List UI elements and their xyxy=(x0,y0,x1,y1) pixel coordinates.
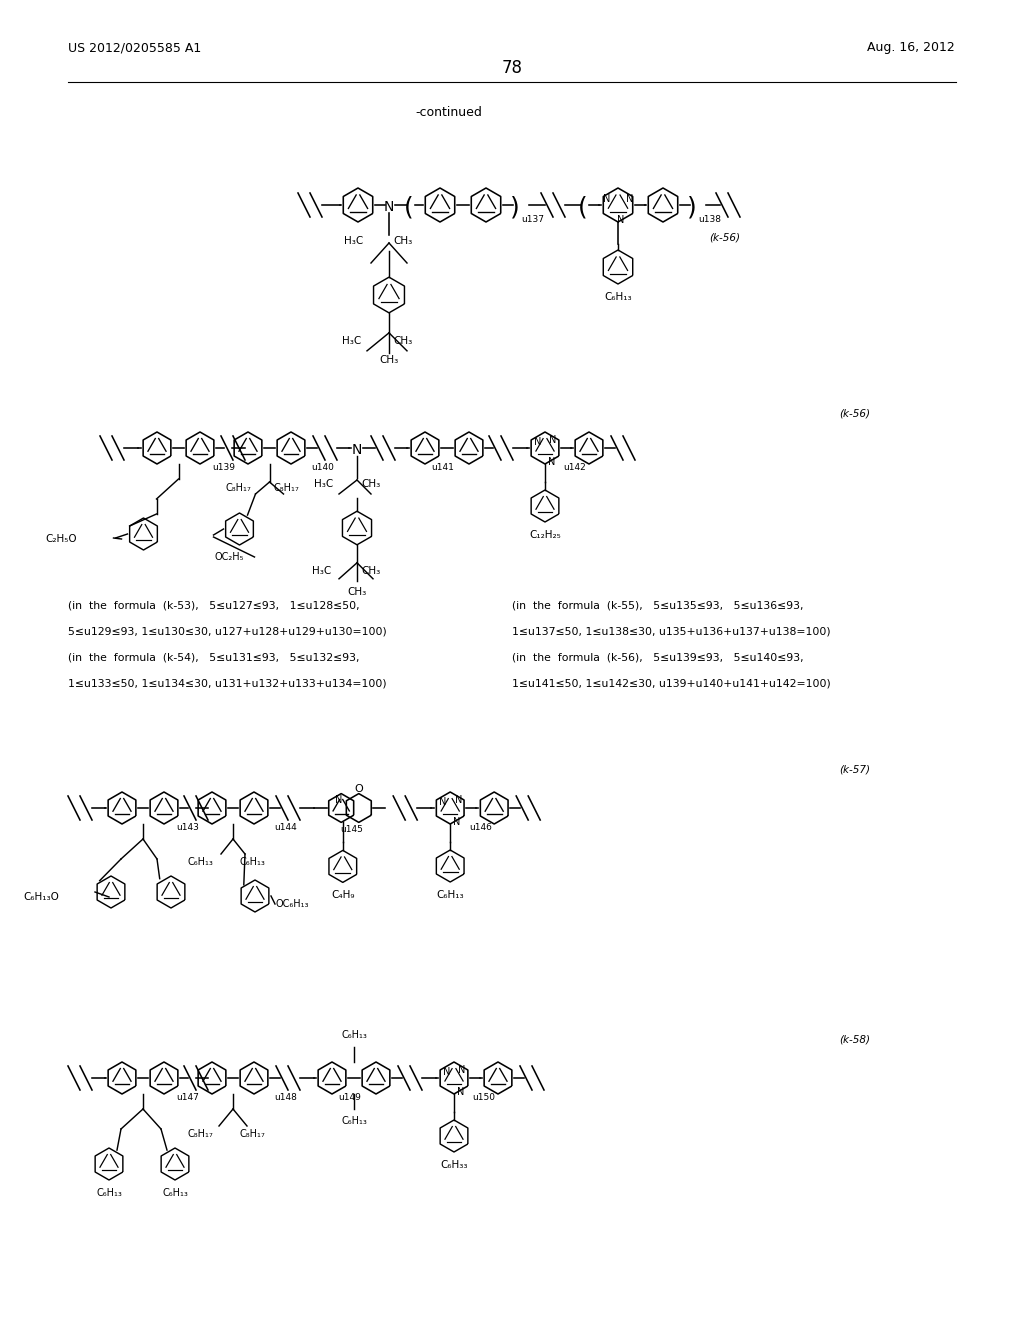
Text: ): ) xyxy=(510,195,520,219)
Text: C₆H₁₃: C₆H₁₃ xyxy=(604,292,632,302)
Text: H₃C: H₃C xyxy=(342,335,361,346)
Text: C₆H₃₃: C₆H₃₃ xyxy=(440,1160,468,1170)
Text: C₆H₁₃: C₆H₁₃ xyxy=(162,1188,188,1199)
Text: N: N xyxy=(459,1065,466,1074)
Text: C₆H₁₃: C₆H₁₃ xyxy=(96,1188,122,1199)
Text: H₃C: H₃C xyxy=(313,479,333,488)
Text: C₆H₁₃: C₆H₁₃ xyxy=(436,890,464,900)
Text: N: N xyxy=(384,201,394,214)
Text: 1≤u141≤50, 1≤u142≤30, u139+u140+u141+u142=100): 1≤u141≤50, 1≤u142≤30, u139+u140+u141+u14… xyxy=(512,678,830,688)
Text: u138: u138 xyxy=(698,214,721,223)
Text: u150: u150 xyxy=(472,1093,496,1102)
Text: C₆H₁₃: C₆H₁₃ xyxy=(187,857,213,867)
Text: 78: 78 xyxy=(502,59,522,77)
Text: CH₃: CH₃ xyxy=(361,566,380,576)
Text: CH₃: CH₃ xyxy=(347,587,367,597)
Text: u137: u137 xyxy=(521,214,544,223)
Text: OC₆H₁₃: OC₆H₁₃ xyxy=(275,899,308,909)
Text: (k-56): (k-56) xyxy=(839,408,870,418)
Text: C₁₂H₂₅: C₁₂H₂₅ xyxy=(529,531,561,540)
Text: C₈H₁₇: C₈H₁₇ xyxy=(239,1129,265,1139)
Text: ): ) xyxy=(687,195,697,219)
Text: 5≤u129≤93, 1≤u130≤30, u127+u128+u129+u130=100): 5≤u129≤93, 1≤u130≤30, u127+u128+u129+u13… xyxy=(68,626,387,636)
Text: N: N xyxy=(617,215,625,224)
Text: 1≤u133≤50, 1≤u134≤30, u131+u132+u133+u134=100): 1≤u133≤50, 1≤u134≤30, u131+u132+u133+u13… xyxy=(68,678,387,688)
Text: C₆H₁₃O: C₆H₁₃O xyxy=(24,892,59,902)
Text: 1≤u137≤50, 1≤u138≤30, u135+u136+u137+u138=100): 1≤u137≤50, 1≤u138≤30, u135+u136+u137+u13… xyxy=(512,626,830,636)
Text: u146: u146 xyxy=(469,824,492,833)
Text: N: N xyxy=(439,797,446,807)
Text: N: N xyxy=(455,795,462,805)
Text: u147: u147 xyxy=(176,1093,200,1102)
Text: C₆H₁₃: C₆H₁₃ xyxy=(239,857,265,867)
Text: N: N xyxy=(454,817,461,828)
Text: CH₃: CH₃ xyxy=(379,355,398,364)
Text: N: N xyxy=(336,795,343,805)
Text: H₃C: H₃C xyxy=(344,236,362,246)
Text: Aug. 16, 2012: Aug. 16, 2012 xyxy=(867,41,955,54)
Text: OC₂H₅: OC₂H₅ xyxy=(214,552,244,562)
Text: N: N xyxy=(535,437,542,447)
Text: N: N xyxy=(626,194,634,203)
Text: u141: u141 xyxy=(431,463,455,473)
Text: -continued: -continued xyxy=(415,106,482,119)
Text: u149: u149 xyxy=(339,1093,361,1102)
Text: (: ( xyxy=(404,195,414,219)
Text: C₄H₉: C₄H₉ xyxy=(331,891,354,900)
Text: C₈H₁₇: C₈H₁₇ xyxy=(225,483,252,492)
Text: u145: u145 xyxy=(340,825,364,834)
Text: N: N xyxy=(550,436,557,445)
Text: (k-58): (k-58) xyxy=(839,1035,870,1045)
Text: N: N xyxy=(602,194,610,203)
Text: u139: u139 xyxy=(213,463,236,473)
Text: C₆H₁₃: C₆H₁₃ xyxy=(341,1030,367,1040)
Text: u142: u142 xyxy=(563,463,587,473)
Text: C₈H₁₇: C₈H₁₇ xyxy=(273,483,299,492)
Text: (in  the  formula  (k-53),   5≤u127≤93,   1≤u128≤50,: (in the formula (k-53), 5≤u127≤93, 1≤u12… xyxy=(68,601,359,610)
Text: N: N xyxy=(352,444,362,457)
Text: u140: u140 xyxy=(311,463,334,473)
Text: C₈H₁₇: C₈H₁₇ xyxy=(187,1129,213,1139)
Text: u143: u143 xyxy=(176,824,200,833)
Text: N: N xyxy=(548,457,555,467)
Text: H₃C: H₃C xyxy=(311,566,331,576)
Text: N: N xyxy=(443,1067,451,1077)
Text: (in  the  formula  (k-54),   5≤u131≤93,   5≤u132≤93,: (in the formula (k-54), 5≤u131≤93, 5≤u13… xyxy=(68,652,359,663)
Text: CH₃: CH₃ xyxy=(393,236,413,246)
Text: O: O xyxy=(354,784,364,793)
Text: US 2012/0205585 A1: US 2012/0205585 A1 xyxy=(68,41,202,54)
Text: N: N xyxy=(457,1086,464,1097)
Text: (: ( xyxy=(579,195,588,219)
Text: (in  the  formula  (k-56),   5≤u139≤93,   5≤u140≤93,: (in the formula (k-56), 5≤u139≤93, 5≤u14… xyxy=(512,652,804,663)
Text: C₆H₁₃: C₆H₁₃ xyxy=(341,1115,367,1126)
Text: (k-57): (k-57) xyxy=(839,766,870,775)
Text: u148: u148 xyxy=(274,1093,297,1102)
Text: u144: u144 xyxy=(274,824,297,833)
Text: CH₃: CH₃ xyxy=(393,335,413,346)
Text: C₂H₅O: C₂H₅O xyxy=(46,535,78,544)
Text: (k-56): (k-56) xyxy=(709,232,740,242)
Text: CH₃: CH₃ xyxy=(361,479,380,488)
Text: (in  the  formula  (k-55),   5≤u135≤93,   5≤u136≤93,: (in the formula (k-55), 5≤u135≤93, 5≤u13… xyxy=(512,601,804,610)
